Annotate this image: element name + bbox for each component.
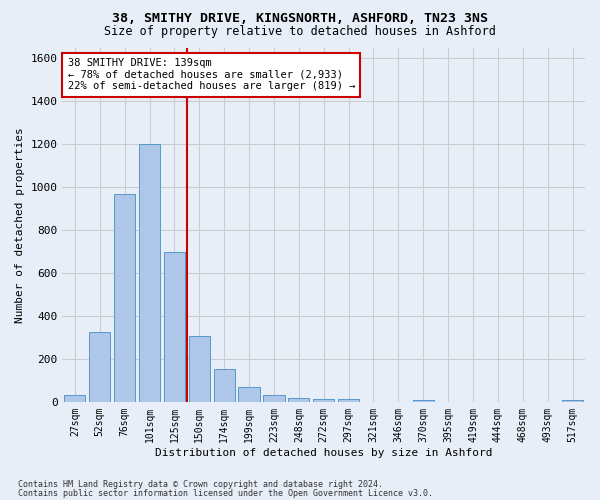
Bar <box>164 252 185 402</box>
Text: Contains public sector information licensed under the Open Government Licence v3: Contains public sector information licen… <box>18 489 433 498</box>
Bar <box>263 396 284 402</box>
Text: Size of property relative to detached houses in Ashford: Size of property relative to detached ho… <box>104 25 496 38</box>
Bar <box>338 398 359 402</box>
Text: 38 SMITHY DRIVE: 139sqm
← 78% of detached houses are smaller (2,933)
22% of semi: 38 SMITHY DRIVE: 139sqm ← 78% of detache… <box>68 58 355 92</box>
X-axis label: Distribution of detached houses by size in Ashford: Distribution of detached houses by size … <box>155 448 493 458</box>
Bar <box>238 387 260 402</box>
Bar <box>64 396 85 402</box>
Text: Contains HM Land Registry data © Crown copyright and database right 2024.: Contains HM Land Registry data © Crown c… <box>18 480 383 489</box>
Text: 38, SMITHY DRIVE, KINGSNORTH, ASHFORD, TN23 3NS: 38, SMITHY DRIVE, KINGSNORTH, ASHFORD, T… <box>112 12 488 26</box>
Bar <box>189 336 210 402</box>
Bar <box>89 332 110 402</box>
Bar <box>288 398 310 402</box>
Bar <box>413 400 434 402</box>
Bar <box>214 368 235 402</box>
Bar <box>313 398 334 402</box>
Bar <box>562 400 583 402</box>
Bar <box>114 194 135 402</box>
Bar <box>139 144 160 402</box>
Y-axis label: Number of detached properties: Number of detached properties <box>15 127 25 322</box>
